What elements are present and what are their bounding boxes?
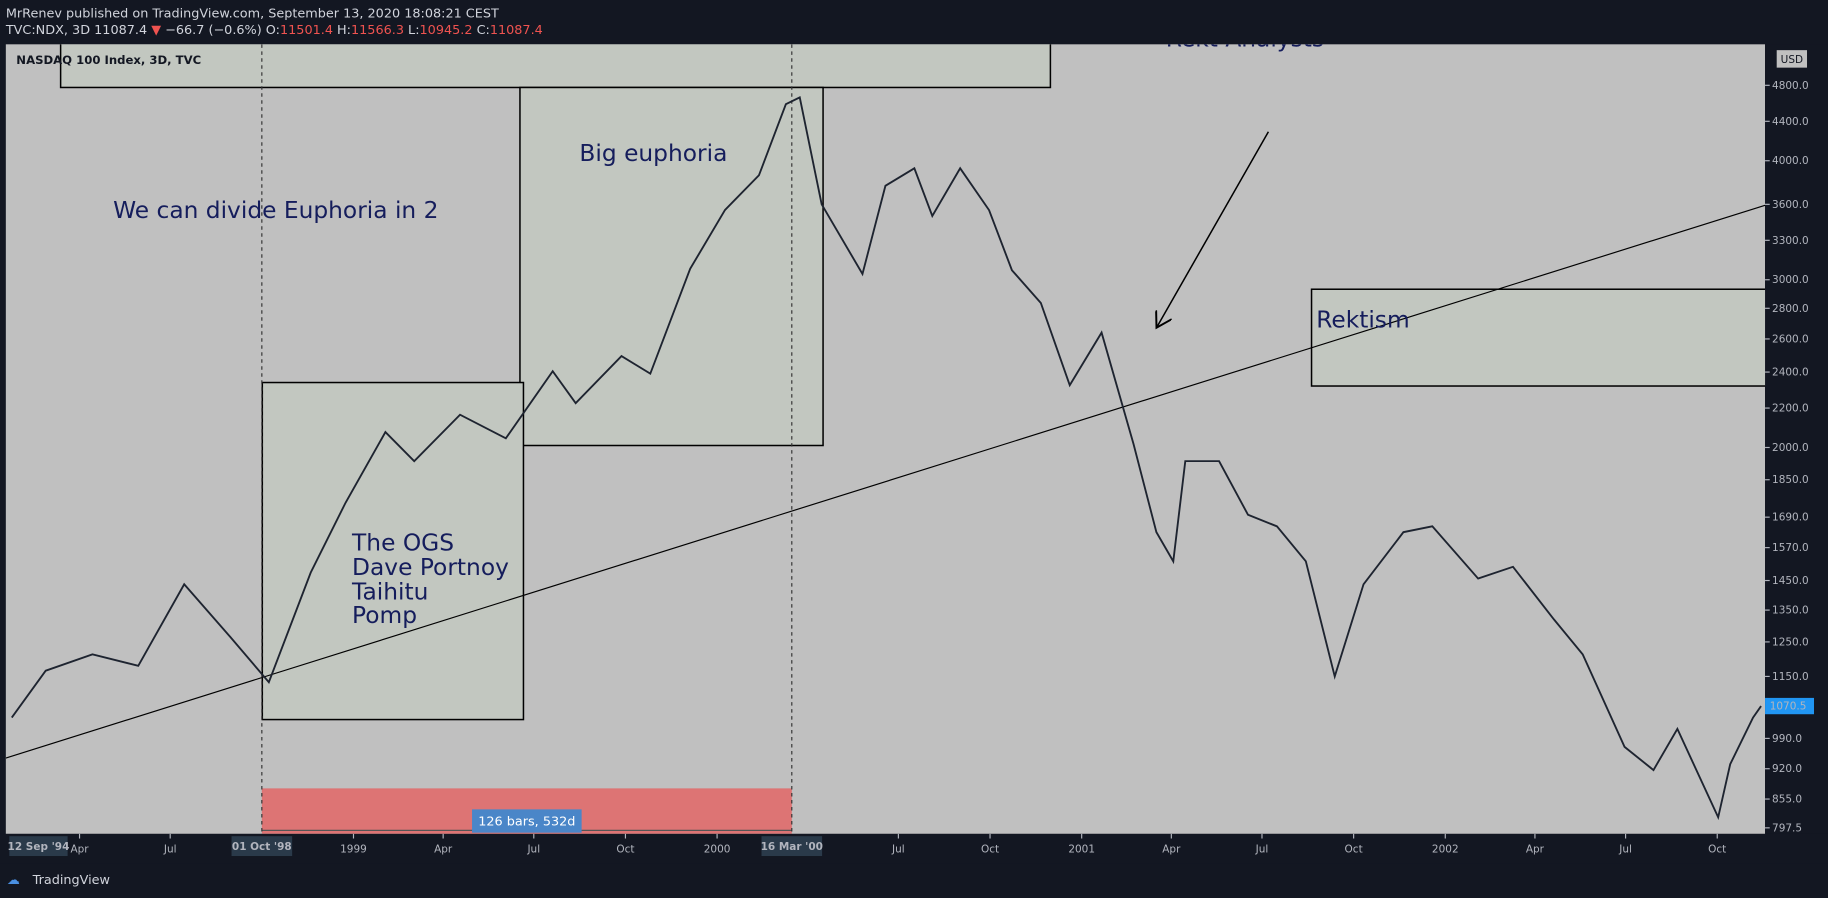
close: 11087.4 — [490, 23, 543, 38]
start-box — [9, 836, 68, 857]
y-tick-label: 4400.0 — [1772, 116, 1809, 128]
x-tick-label: Apr — [70, 844, 89, 856]
currency: USD — [1781, 54, 1803, 66]
time-axis — [0, 833, 1828, 864]
high: 11566.3 — [351, 23, 404, 38]
y-tick-label: 2200.0 — [1772, 403, 1809, 415]
y-tick-label: 4800.0 — [1772, 80, 1809, 92]
trend-line — [5, 204, 1766, 759]
y-tick-label: 1570.0 — [1772, 542, 1809, 554]
y-tick-label: 1850.0 — [1772, 474, 1809, 486]
range-box — [231, 836, 293, 857]
y-tick-label: 2000.0 — [1772, 442, 1809, 454]
logo: ☁ — [7, 873, 20, 888]
open: 11501.4 — [280, 23, 333, 38]
x-tick-label: Oct — [1345, 844, 1363, 856]
drawing-rect — [519, 86, 824, 447]
open-label: O: — [266, 23, 280, 38]
note: Big euphoria — [579, 140, 727, 167]
low-label: L: — [408, 23, 419, 38]
price: 11087.4 — [94, 23, 147, 38]
x-tick-label: Oct — [616, 844, 634, 856]
y-tick-label: 920.0 — [1772, 763, 1802, 775]
symbol: TVC:NDX, 3D — [5, 23, 90, 38]
last-price-label: 1070.5 — [1770, 701, 1807, 713]
range-label: 01 Oct '98 — [232, 841, 292, 853]
y-tick-label: 1250.0 — [1772, 636, 1809, 648]
y-tick-label: 2800.0 — [1772, 303, 1809, 315]
y-tick-label: 797.5 — [1772, 822, 1802, 834]
y-tick-label: 990.0 — [1772, 733, 1802, 745]
drawing-rect — [1310, 288, 1766, 387]
publisher: MrRenev published on TradingView.com, Se… — [6, 6, 499, 21]
x-tick-label: Jul — [1618, 844, 1632, 856]
change: −66.7 (−0.6%) — [165, 23, 262, 38]
x-tick-label: Jul — [891, 844, 905, 856]
y-tick-label: 2600.0 — [1772, 333, 1809, 345]
change-arrow: ▼ — [151, 23, 161, 38]
low: 10945.2 — [420, 23, 473, 38]
y-tick-label: 855.0 — [1772, 794, 1802, 806]
y-tick-label: 1450.0 — [1772, 575, 1809, 587]
x-tick-label: Apr — [1526, 844, 1545, 856]
x-tick-label: Jul — [526, 844, 540, 856]
y-tick-label: 3600.0 — [1772, 199, 1809, 211]
note: Dave Portnoy — [352, 554, 509, 581]
chart-title: NASDAQ 100 Index, 3D, TVC — [16, 53, 201, 67]
y-tick-label: 1150.0 — [1772, 671, 1809, 683]
brand: TradingView — [32, 873, 110, 888]
note: Taihitu — [351, 578, 428, 605]
x-tick-label: Jul — [1255, 844, 1269, 856]
range-box — [761, 836, 823, 857]
range-label: 126 bars, 532d — [478, 815, 575, 830]
start-label: 12 Sep '94 — [8, 841, 70, 853]
note: Rektism — [1316, 307, 1409, 334]
y-tick-label: 1350.0 — [1772, 605, 1809, 617]
note: Rekt Analysts — [1166, 26, 1324, 53]
x-tick-label: Jul — [163, 844, 177, 856]
last-price-box — [1765, 697, 1815, 715]
x-tick-label: 1999 — [340, 844, 367, 856]
y-tick-label: 1690.0 — [1772, 512, 1809, 524]
x-tick-label: Apr — [1162, 844, 1181, 856]
x-tick-label: 2002 — [1432, 844, 1459, 856]
range-label: 16 Mar '00 — [761, 841, 823, 853]
quote-line: TVC:NDX, 3D 11087.4 ▼ −66.7 (−0.6%) O:11… — [5, 23, 543, 38]
x-tick-label: 2000 — [704, 844, 731, 856]
x-tick-label: Oct — [1708, 844, 1726, 856]
currency-box — [1776, 50, 1808, 68]
note: The OGS — [351, 529, 454, 556]
y-tick-label: 2400.0 — [1772, 367, 1809, 379]
note: Pomp — [352, 602, 417, 629]
range-label-box — [472, 809, 582, 833]
x-tick-label: Apr — [434, 844, 453, 856]
plot: Rekt Analysts We can divide Euphoria in … — [5, 26, 1766, 834]
y-tick-label: 3000.0 — [1772, 274, 1809, 286]
price-line — [11, 96, 1762, 821]
y-tick-label: 3300.0 — [1772, 235, 1809, 247]
high-label: H: — [337, 23, 351, 38]
note: We can divide Euphoria in 2 — [113, 197, 438, 224]
x-tick-label: Oct — [981, 844, 999, 856]
arrow — [1156, 131, 1270, 328]
x-tick-label: 2001 — [1068, 844, 1095, 856]
y-tick-label: 4000.0 — [1772, 155, 1809, 167]
close-label: C: — [477, 23, 490, 38]
